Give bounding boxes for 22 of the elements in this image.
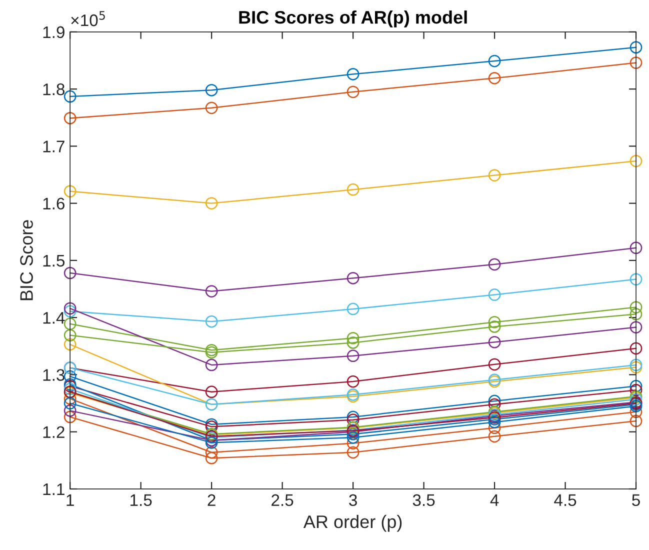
- y-tick-label: 1.7: [43, 140, 64, 152]
- x-tick-label: 1: [66, 494, 74, 506]
- y-tick-label: 1.8: [43, 83, 65, 96]
- x-tick-label: 3.5: [412, 494, 435, 506]
- y-tick-label: 1.4: [43, 312, 65, 324]
- y-tick-label: 1.1: [43, 484, 64, 495]
- y-tick-label: 1.6: [43, 198, 64, 210]
- y-tick-label: 1.5: [43, 255, 65, 267]
- x-tick-label: 1.5: [130, 494, 152, 506]
- y-axis-title: BIC Score: [20, 220, 33, 300]
- x-tick-label: 5: [632, 494, 640, 506]
- x-tick-label: 4: [490, 494, 499, 506]
- text: ×10$^{5}$: [71, 11, 105, 26]
- x-tick-label: 3: [349, 494, 357, 506]
- x-tick-label: 2.5: [272, 494, 294, 506]
- x-tick-label: 2: [208, 494, 216, 506]
- y-tick-label: 1.3: [43, 369, 64, 381]
- x-tick-label: 4.5: [554, 494, 576, 506]
- chart-title: BIC Scores of AR(p) model: [239, 10, 467, 28]
- x-axis-title: AR order (p): [303, 514, 402, 532]
- y-tick-label: 1.2: [43, 426, 64, 438]
- y-tick-label: 1.9: [43, 26, 64, 38]
